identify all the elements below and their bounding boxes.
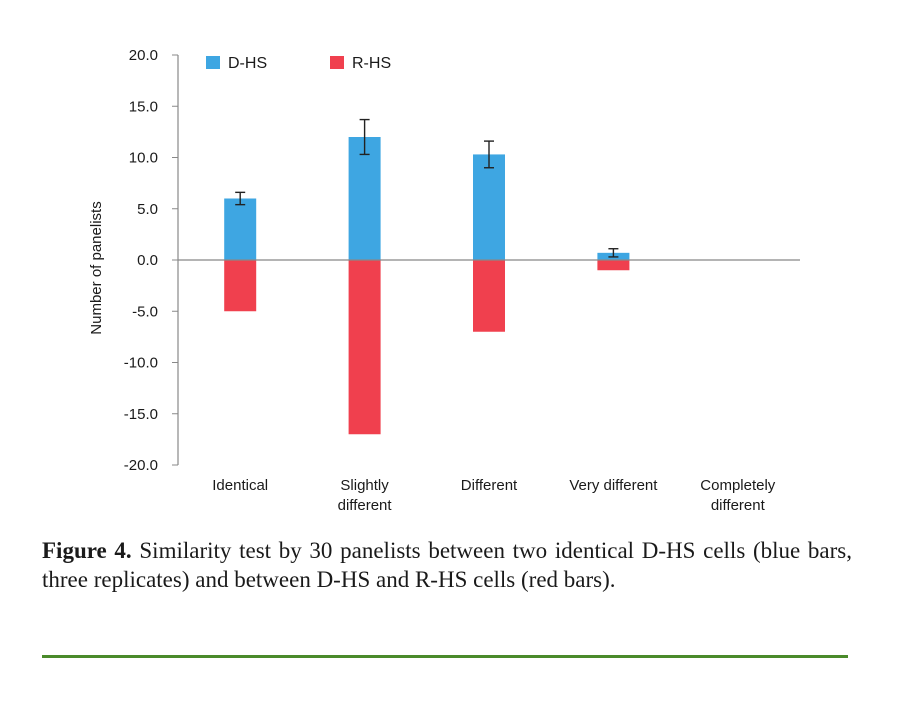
y-tick-label: 15.0 [129, 98, 158, 115]
bar-d-hs-0 [224, 198, 257, 260]
y-tick-label: -5.0 [132, 303, 158, 320]
bar-r-hs-2 [473, 260, 505, 332]
caption-divider [42, 655, 848, 658]
x-category-label: Very different [569, 477, 658, 494]
legend-label-r-hs: R-HS [352, 55, 391, 72]
bar-d-hs-2 [473, 154, 505, 260]
figure-caption: Figure 4. Similarity test by 30 panelist… [42, 536, 852, 594]
y-tick-label: -15.0 [124, 406, 158, 423]
caption-text: Similarity test by 30 panelists between … [42, 538, 852, 592]
bar-d-hs-1 [348, 137, 381, 260]
y-tick-label: 5.0 [137, 201, 158, 218]
y-axis-title: Number of panelists [88, 201, 105, 334]
y-tick-label: -20.0 [124, 457, 158, 474]
y-tick-label: 10.0 [129, 150, 158, 167]
x-category-label: different [711, 497, 766, 514]
y-tick-label: 0.0 [137, 252, 158, 269]
y-tick-label: 20.0 [129, 47, 158, 64]
legend-label-d-hs: D-HS [228, 55, 267, 72]
bar-r-hs-3 [597, 260, 630, 271]
bar-r-hs-0 [224, 260, 257, 312]
legend-swatch-d-hs [206, 56, 220, 69]
y-tick-label: -10.0 [124, 355, 158, 372]
bar-chart: 20.0 15.0 10.0 5.0 0.0 -5.0 -10.0 -15.0 -20.0 Num… [88, 47, 800, 514]
x-category-label: Identical [212, 477, 268, 494]
x-category-label: Slightly [340, 477, 389, 494]
legend-swatch-r-hs [330, 56, 344, 69]
caption-label: Figure 4. [42, 538, 132, 563]
x-category-label: Different [461, 477, 518, 494]
x-category-label: different [338, 497, 393, 514]
bar-r-hs-1 [348, 260, 381, 435]
x-category-label: Completely [700, 477, 776, 494]
